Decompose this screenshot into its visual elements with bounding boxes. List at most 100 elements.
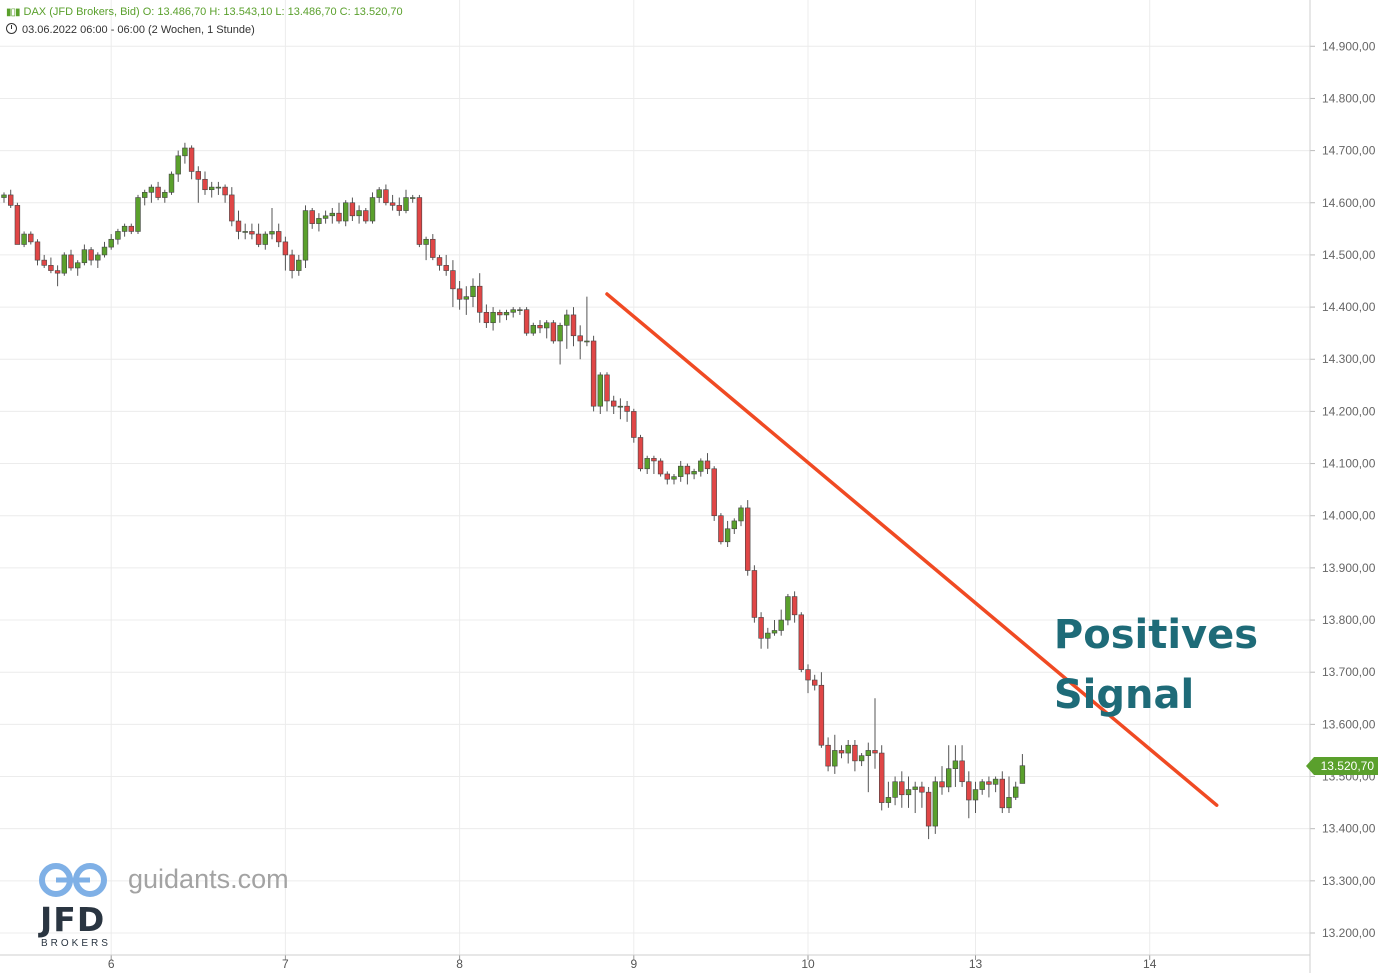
candle	[644, 455, 650, 474]
brand-logo-subtitle: BROKERS	[41, 938, 111, 949]
y-tick-label: 13.700,00	[1322, 665, 1376, 679]
candle-body	[54, 270, 61, 274]
candle-body	[456, 288, 463, 300]
candle-body	[1012, 786, 1019, 798]
candle-body	[523, 309, 530, 334]
candle-body	[142, 192, 148, 198]
candle-body	[852, 744, 858, 762]
candle-body	[765, 632, 771, 639]
candle-body	[168, 173, 175, 193]
candle-body	[202, 178, 208, 191]
timeframe-header: 03.06.2022 06:00 - 06:00 (2 Wochen, 1 St…	[6, 22, 255, 36]
candle	[550, 320, 557, 344]
candle-body	[296, 259, 302, 271]
candle-body	[691, 471, 697, 475]
candle	[778, 609, 784, 636]
candle-body	[316, 218, 322, 224]
candle	[577, 325, 583, 360]
candle-body	[229, 194, 235, 222]
candle	[456, 281, 463, 310]
candle	[999, 771, 1006, 814]
candle-body	[21, 233, 27, 245]
candle-body	[68, 254, 74, 269]
candle	[718, 513, 724, 545]
candle	[811, 674, 818, 691]
candle	[590, 335, 597, 412]
candle	[510, 307, 516, 318]
candle	[322, 210, 329, 224]
candle	[959, 745, 965, 787]
candle	[41, 254, 47, 268]
clock-icon	[6, 23, 17, 34]
candle	[262, 231, 268, 250]
candle	[972, 781, 979, 814]
candle	[765, 627, 771, 649]
candle	[28, 231, 34, 245]
candle	[992, 776, 999, 793]
candle	[249, 223, 255, 240]
candle	[108, 234, 114, 250]
candle-body	[75, 262, 81, 269]
candle	[101, 241, 108, 258]
candle-body	[503, 311, 510, 316]
candle	[825, 737, 831, 772]
resistance-trendline	[605, 292, 1219, 807]
candle-body	[255, 233, 262, 245]
candle	[470, 278, 476, 308]
annotation-line1: Positives	[1053, 612, 1259, 658]
candle-body	[617, 405, 624, 408]
candle-body	[195, 171, 201, 180]
candle-body	[470, 285, 476, 297]
candle-body	[597, 374, 604, 407]
y-tick-label: 14.300,00	[1322, 352, 1376, 366]
candle	[389, 194, 396, 211]
candle	[269, 207, 275, 240]
y-tick-label: 14.200,00	[1322, 404, 1376, 418]
candle-body	[48, 265, 54, 271]
candle	[1006, 776, 1012, 814]
candle-body	[88, 249, 94, 261]
brand-logo-text: JFD	[40, 900, 106, 939]
candle	[54, 265, 61, 287]
candle-body	[872, 750, 878, 754]
candle	[530, 322, 537, 336]
candle	[255, 223, 262, 248]
candle-body	[242, 231, 248, 233]
x-tick-label: 8	[456, 957, 463, 971]
candle	[436, 254, 443, 271]
x-axis: 6 7 8 9 10 13 14	[0, 954, 1310, 971]
candle	[162, 189, 168, 203]
candle-body	[249, 231, 255, 235]
candle-body	[664, 473, 671, 480]
x-tick-label: 6	[108, 957, 115, 971]
candle	[698, 458, 704, 477]
x-tick-label: 10	[801, 957, 815, 971]
candle-body	[1006, 797, 1012, 809]
candle	[121, 223, 128, 237]
candle-body	[644, 458, 650, 470]
candle-body	[182, 147, 188, 157]
candle-body	[108, 238, 114, 248]
candle-body	[537, 325, 543, 329]
candle-body	[436, 257, 443, 266]
candle-body	[336, 212, 342, 222]
candle-body	[41, 259, 47, 266]
candle	[235, 210, 242, 240]
candle-body	[584, 340, 590, 343]
site-watermark: guidants.com	[128, 864, 289, 894]
candle-body	[738, 507, 744, 522]
candle-body	[342, 202, 349, 222]
candle-body	[778, 619, 784, 631]
candle	[905, 776, 912, 808]
candle	[865, 742, 872, 793]
candle	[838, 745, 845, 759]
candle	[229, 187, 235, 227]
candle	[443, 254, 449, 276]
candle-body	[731, 520, 738, 530]
candle-body	[677, 465, 684, 477]
candle	[1019, 754, 1026, 784]
y-tick-label: 14.100,00	[1322, 457, 1376, 471]
candle	[631, 408, 637, 443]
candle	[731, 518, 738, 534]
candle	[945, 745, 952, 793]
